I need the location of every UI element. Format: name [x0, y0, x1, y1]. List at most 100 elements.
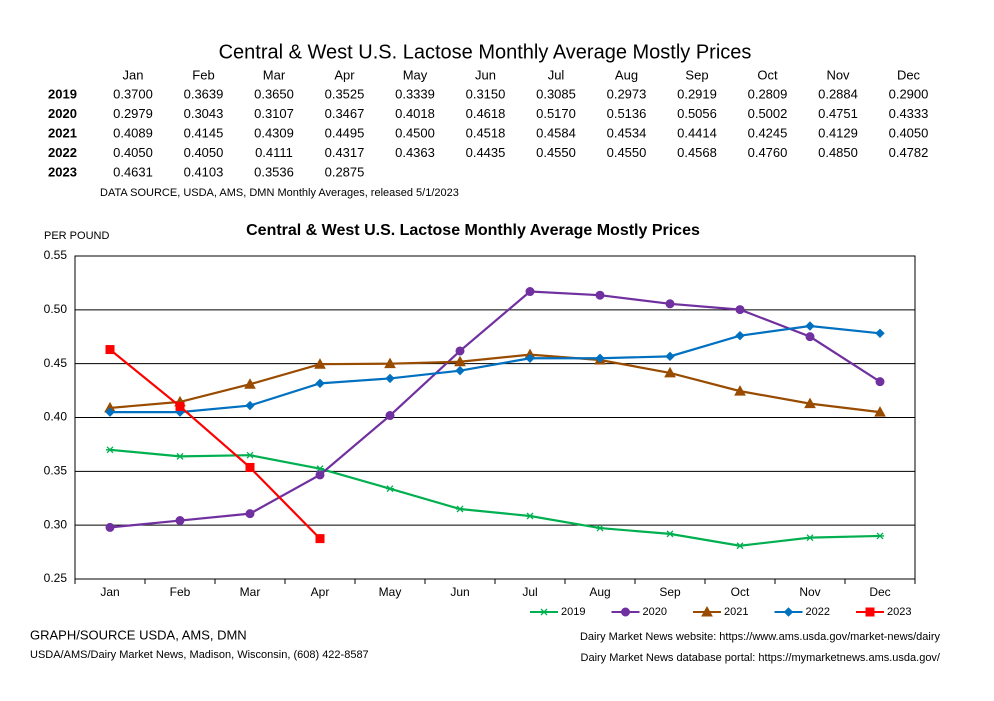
table-header: Aug — [615, 67, 638, 82]
table-cell: 0.2919 — [677, 86, 717, 101]
table-row-label: 2021 — [48, 125, 77, 140]
legend-marker — [540, 608, 548, 616]
data-point — [875, 377, 885, 387]
data-point — [105, 522, 115, 532]
data-point — [454, 355, 466, 367]
table-row-label: 2022 — [48, 145, 77, 160]
table-cell: 0.3650 — [254, 86, 294, 101]
data-point — [804, 397, 816, 409]
table-cell: 0.4850 — [818, 145, 858, 160]
footer-right: Dairy Market News website: https://www.a… — [580, 631, 941, 643]
legend-marker — [621, 607, 630, 617]
table-cell: 0.4518 — [466, 125, 506, 140]
table-cell: 0.3525 — [325, 86, 365, 101]
legend-label: 2022 — [806, 606, 830, 618]
data-point — [176, 452, 184, 460]
table-cell: 0.2875 — [325, 164, 365, 179]
chart-title: Central & West U.S. Lactose Monthly Aver… — [246, 222, 700, 239]
table-cell: 0.3107 — [254, 106, 294, 121]
data-point — [525, 287, 535, 297]
legend-marker — [783, 607, 794, 617]
table-header: Dec — [897, 67, 921, 82]
table-cell: 0.4129 — [818, 125, 858, 140]
data-point — [736, 542, 744, 550]
data-point — [245, 462, 255, 472]
table-cell: 0.3043 — [184, 106, 224, 121]
data-point — [315, 378, 325, 389]
data-point — [315, 470, 325, 480]
table-cell: 0.3150 — [466, 86, 506, 101]
table-cell: 0.4103 — [184, 164, 224, 179]
table-header: Feb — [192, 67, 214, 82]
legend-marker — [865, 607, 875, 617]
data-point — [735, 305, 745, 315]
x-tick-label: Jan — [100, 585, 119, 599]
table-cell: 0.4631 — [113, 164, 153, 179]
table-cell: 0.4534 — [607, 125, 647, 140]
data-point — [665, 299, 675, 309]
data-point — [315, 534, 325, 544]
y-tick-label: 0.45 — [44, 356, 68, 370]
x-tick-label: Oct — [731, 585, 750, 599]
table-cell: 0.4333 — [889, 106, 929, 121]
data-point — [875, 328, 885, 339]
table-cell: 0.4050 — [184, 145, 224, 160]
table-cell: 0.4584 — [536, 125, 576, 140]
data-point — [456, 505, 464, 513]
table-cell: 0.5002 — [748, 106, 788, 121]
legend-label: 2020 — [643, 606, 667, 618]
x-tick-label: Jun — [450, 585, 469, 599]
data-source: DATA SOURCE, USDA, AMS, DMN Monthly Aver… — [100, 187, 459, 199]
x-tick-label: Feb — [170, 585, 191, 599]
footer-left: GRAPH/SOURCE USDA, AMS, DMN — [30, 627, 247, 642]
table-cell: 0.2900 — [889, 86, 929, 101]
x-tick-label: Sep — [659, 585, 681, 599]
x-tick-label: Dec — [869, 585, 890, 599]
table-cell: 0.4317 — [325, 145, 365, 160]
table-cell: 0.4782 — [889, 145, 929, 160]
y-tick-label: 0.55 — [44, 248, 68, 262]
data-point — [314, 358, 326, 369]
table-cell: 0.4618 — [466, 106, 506, 121]
data-point — [316, 465, 324, 473]
table-header: Mar — [263, 67, 286, 82]
data-point — [665, 351, 675, 362]
table-cell: 0.4050 — [889, 125, 929, 140]
data-point — [245, 400, 255, 411]
table-cell: 0.4568 — [677, 145, 717, 160]
data-point — [595, 290, 605, 300]
legend-label: 2023 — [887, 606, 911, 618]
y-tick-label: 0.50 — [44, 302, 68, 316]
data-point — [245, 509, 255, 519]
table-cell: 0.4245 — [748, 125, 788, 140]
data-point — [175, 401, 185, 411]
table-cell: 0.4089 — [113, 125, 153, 140]
table-header: Sep — [685, 67, 708, 82]
series-line — [109, 290, 881, 529]
table-cell: 0.4760 — [748, 145, 788, 160]
series-line — [110, 324, 881, 414]
table-header: Nov — [826, 67, 850, 82]
data-point — [876, 532, 884, 540]
data-point — [246, 451, 254, 459]
table-cell: 0.3085 — [536, 86, 576, 101]
data-point — [175, 516, 185, 526]
data-point — [385, 411, 395, 421]
table-cell: 0.5170 — [536, 106, 576, 121]
x-tick-label: Nov — [799, 585, 820, 599]
data-point — [455, 346, 465, 356]
footer-left: USDA/AMS/Dairy Market News, Madison, Wis… — [30, 649, 369, 661]
table-cell: 0.4111 — [255, 145, 293, 160]
table-cell: 0.4414 — [677, 125, 717, 140]
table-cell: 0.2809 — [748, 86, 788, 101]
table-cell: 0.5136 — [607, 106, 647, 121]
data-point — [105, 407, 115, 417]
x-tick-label: Mar — [240, 585, 261, 599]
data-point — [874, 406, 886, 417]
series-line — [109, 348, 321, 540]
data-point — [595, 353, 605, 363]
series-line — [109, 448, 881, 547]
table-cell: 0.4495 — [325, 125, 365, 140]
table-cell: 0.4309 — [254, 125, 294, 140]
